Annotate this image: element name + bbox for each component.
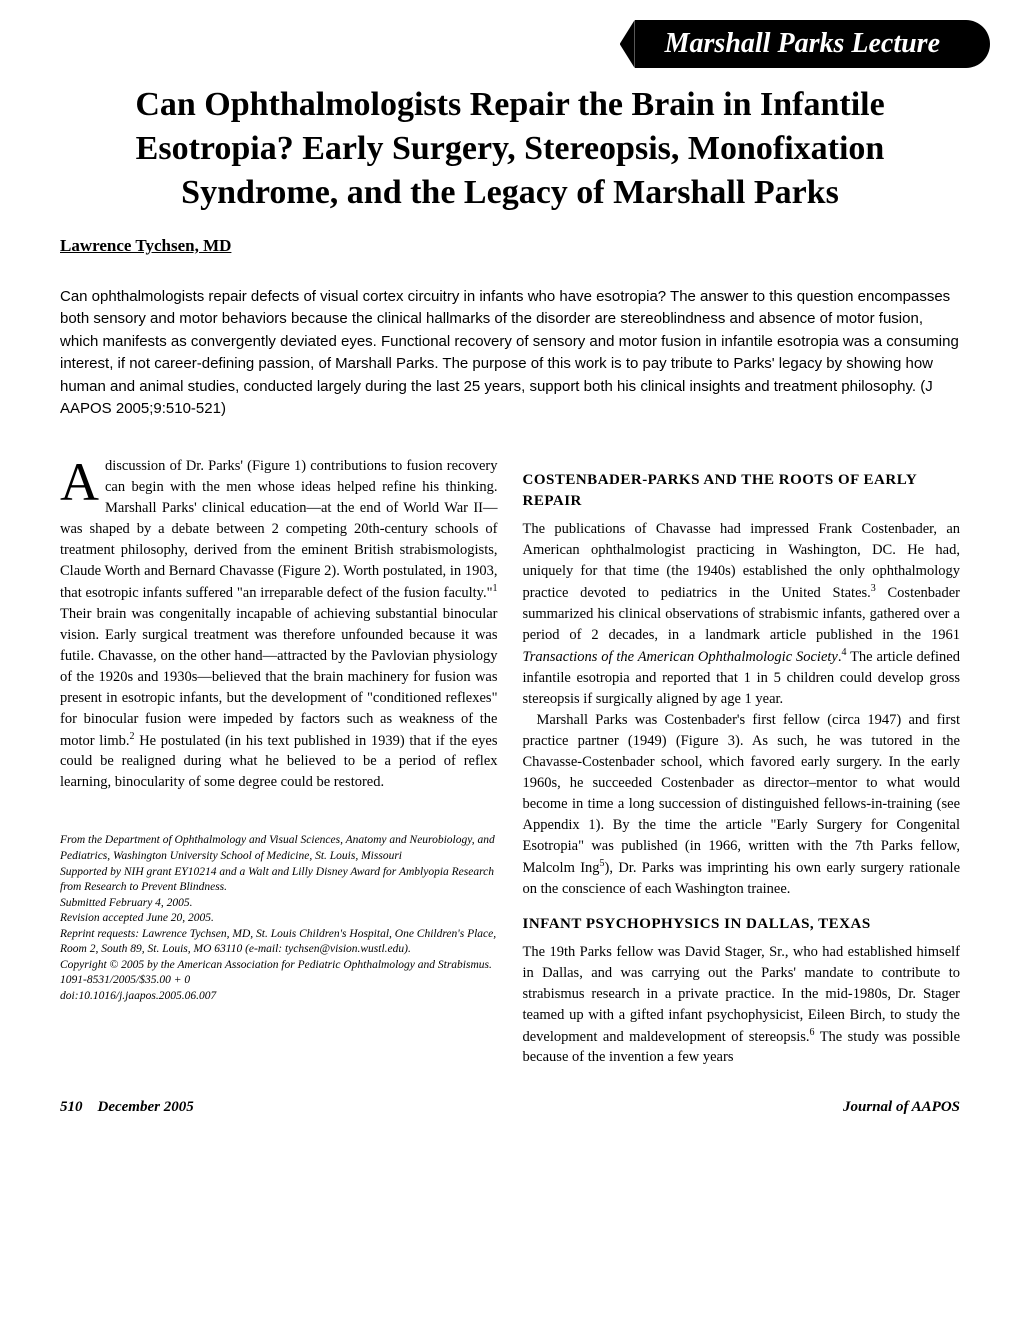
dropcap: A <box>60 456 105 506</box>
journal-name: Journal of AAPOS <box>843 1099 960 1116</box>
para-costenbader-2: Marshall Parks was Costenbader's first f… <box>523 710 961 900</box>
intro-text-1: discussion of Dr. Parks' (Figure 1) cont… <box>60 458 498 601</box>
author-name: Lawrence Tychsen, MD <box>60 236 960 256</box>
body-columns: A discussion of Dr. Parks' (Figure 1) co… <box>60 456 960 1069</box>
footnote-submitted: Submitted February 4, 2005. <box>60 896 498 912</box>
footnote-issn: 1091-8531/2005/$35.00 + 0 <box>60 973 498 989</box>
footnote-support: Supported by NIH grant EY10214 and a Wal… <box>60 865 498 896</box>
left-column: A discussion of Dr. Parks' (Figure 1) co… <box>60 456 498 1069</box>
page-number: 510 <box>60 1099 83 1115</box>
para-dallas: The 19th Parks fellow was David Stager, … <box>523 942 961 1069</box>
right-column: COSTENBADER-PARKS AND THE ROOTS OF EARLY… <box>523 456 961 1069</box>
footnote-revision: Revision accepted June 20, 2005. <box>60 911 498 927</box>
footnotes: From the Department of Ophthalmology and… <box>60 833 498 1004</box>
footer-left: 510 December 2005 <box>60 1099 194 1116</box>
citation-1: 1 <box>493 583 498 594</box>
journal-italic: Transactions of the American Ophthalmolo… <box>523 649 838 665</box>
intro-paragraph: A discussion of Dr. Parks' (Figure 1) co… <box>60 456 498 794</box>
footnote-copyright: Copyright © 2005 by the American Associa… <box>60 958 498 974</box>
footnote-reprint: Reprint requests: Lawrence Tychsen, MD, … <box>60 927 498 958</box>
lecture-banner: Marshall Parks Lecture <box>30 20 990 68</box>
section-heading-1: COSTENBADER-PARKS AND THE ROOTS OF EARLY… <box>523 470 961 514</box>
para-costenbader-1: The publications of Chavasse had impress… <box>523 519 961 710</box>
footnote-affiliation: From the Department of Ophthalmology and… <box>60 833 498 864</box>
issue-date: December 2005 <box>98 1099 194 1115</box>
article-title: Can Ophthalmologists Repair the Brain in… <box>60 83 960 216</box>
abstract: Can ophthalmologists repair defects of v… <box>60 286 960 421</box>
page-footer: 510 December 2005 Journal of AAPOS <box>60 1099 960 1116</box>
section-heading-2: INFANT PSYCHOPHYSICS IN DALLAS, TEXAS <box>523 914 961 936</box>
banner-text: Marshall Parks Lecture <box>635 20 990 68</box>
intro-text-2: Their brain was congenitally incapable o… <box>60 606 498 749</box>
footnote-doi: doi:10.1016/j.jaapos.2005.06.007 <box>60 989 498 1005</box>
